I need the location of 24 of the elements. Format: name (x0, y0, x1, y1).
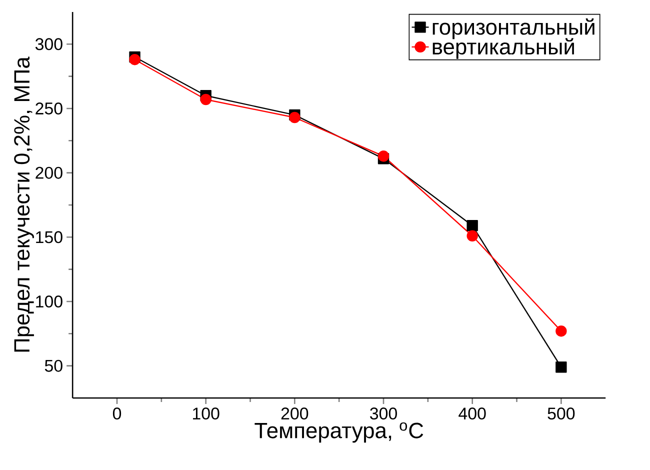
x-tick-label: 400 (458, 408, 486, 420)
x-tick-label: 0 (112, 408, 122, 420)
legend-label: вертикальный (432, 38, 574, 59)
legend-label: горизонтальный (432, 18, 594, 40)
x-tick-label: 100 (193, 408, 220, 420)
y-tick-label: 250 (36, 102, 62, 114)
x-axis-title: Температура, $^{o}$C (254, 422, 424, 443)
point (200, 94, 212, 106)
point (556, 362, 567, 373)
point (466, 220, 478, 232)
point (378, 150, 390, 162)
point (556, 325, 567, 337)
y-tick-label: 150 (36, 231, 62, 244)
y-tick-label: 100 (36, 296, 62, 308)
point (466, 230, 478, 242)
point (129, 54, 140, 66)
y-axis-title: Предел текучести 0,2%, МПа (14, 56, 34, 352)
y-tick-label: 200 (36, 166, 62, 179)
y-tick-label: 300 (35, 38, 62, 50)
x-tick-label: 500 (548, 408, 575, 420)
x-tick-label: 300 (370, 408, 397, 420)
point (289, 112, 300, 124)
x-tick-label: 200 (281, 408, 308, 420)
y-tick-label: 50 (44, 360, 62, 372)
